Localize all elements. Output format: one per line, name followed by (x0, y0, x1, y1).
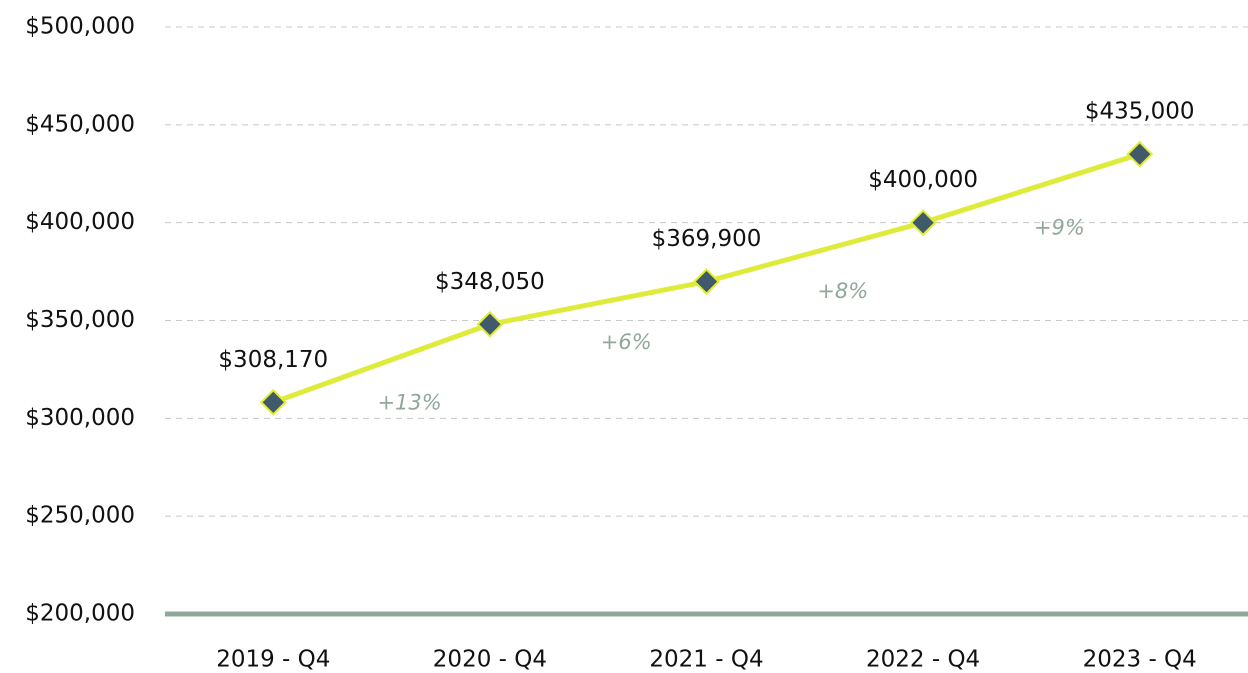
y-tick-label: $200,000 (25, 601, 135, 627)
y-tick-label: $400,000 (25, 209, 135, 235)
y-tick-label: $250,000 (25, 503, 135, 529)
change-annotation: +13% (377, 390, 441, 414)
data-label: $308,170 (218, 347, 328, 373)
data-label: $435,000 (1085, 99, 1195, 125)
x-tick-label: 2023 - Q4 (1083, 647, 1197, 673)
change-annotation: +8% (817, 279, 868, 303)
y-tick-label: $300,000 (25, 405, 135, 431)
x-tick-label: 2022 - Q4 (866, 647, 980, 673)
change-annotation: +9% (1034, 215, 1085, 239)
data-label: $369,900 (652, 226, 762, 252)
marker (909, 209, 937, 237)
x-tick-label: 2019 - Q4 (216, 647, 330, 673)
change-annotation: +6% (601, 330, 652, 354)
data-label: $348,050 (435, 269, 545, 295)
marker (693, 268, 720, 295)
x-tick-label: 2020 - Q4 (433, 647, 547, 673)
data-label: $400,000 (868, 167, 978, 193)
y-tick-label: $350,000 (25, 307, 135, 333)
marker (1126, 140, 1154, 168)
y-tick-label: $500,000 (25, 14, 135, 40)
marker (476, 310, 504, 338)
marker (259, 388, 287, 416)
x-tick-label: 2021 - Q4 (649, 647, 763, 673)
y-tick-label: $450,000 (25, 111, 135, 137)
